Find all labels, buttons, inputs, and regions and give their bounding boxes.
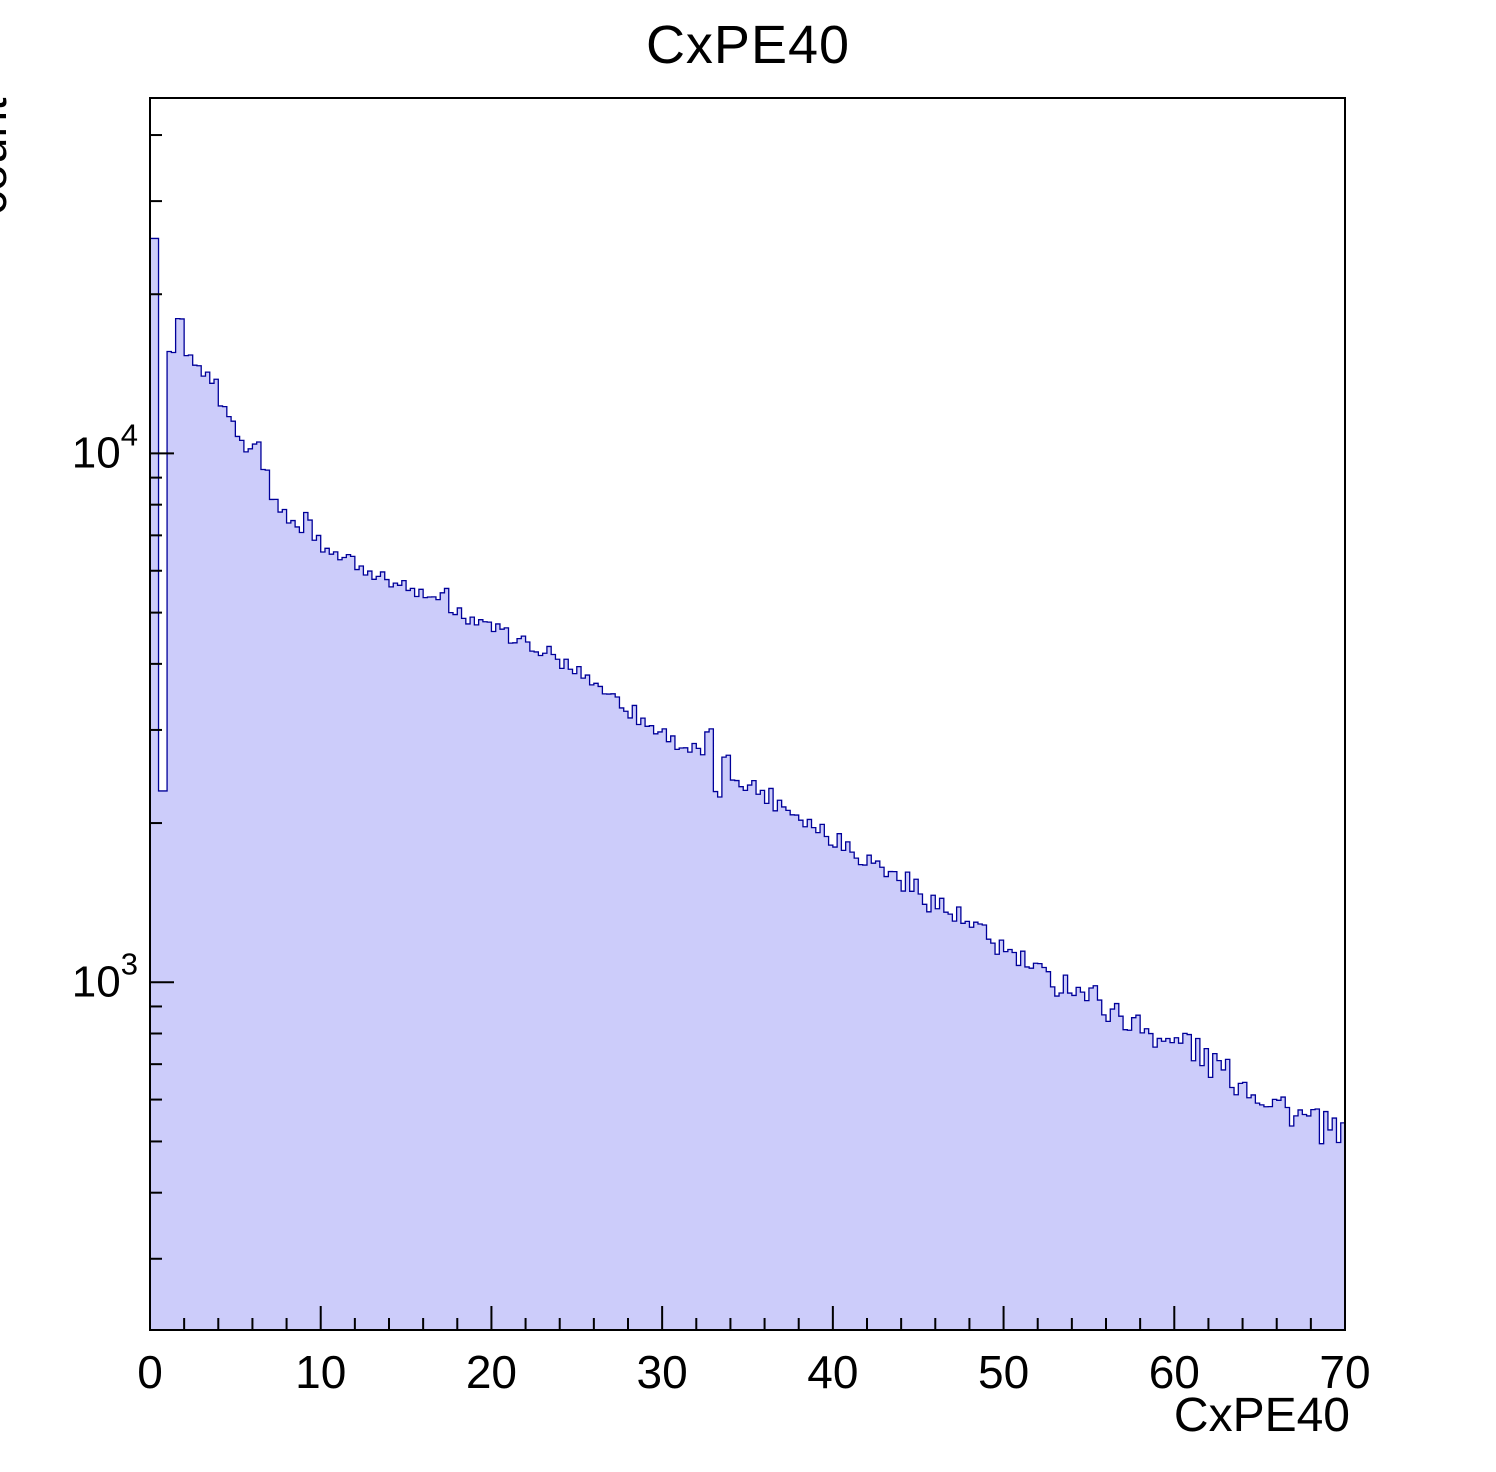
svg-text:10: 10: [295, 1346, 346, 1398]
svg-text:103: 103: [72, 946, 138, 1006]
svg-text:40: 40: [807, 1346, 858, 1398]
plot-frame: [149, 97, 1346, 1331]
svg-text:30: 30: [637, 1346, 688, 1398]
axis-ticks: [149, 134, 1346, 1330]
x-axis-label: CxPE40: [1173, 1389, 1350, 1442]
svg-text:60: 60: [1149, 1346, 1200, 1398]
x-tick-labels: 0 10 20 30 40 50 60 70: [137, 1346, 1370, 1398]
histogram-series: [149, 237, 1346, 1331]
svg-text:50: 50: [978, 1346, 1029, 1398]
svg-text:70: 70: [1319, 1346, 1370, 1398]
svg-text:20: 20: [466, 1346, 517, 1398]
chart-title: CxPE40: [645, 15, 851, 75]
svg-text:104: 104: [72, 417, 138, 477]
y-tick-labels: 103 104: [72, 417, 138, 1006]
svg-text:0: 0: [137, 1346, 163, 1398]
